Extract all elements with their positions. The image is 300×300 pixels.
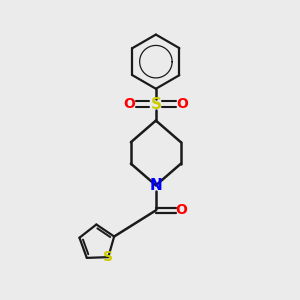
Text: N: N — [149, 178, 162, 193]
Text: S: S — [103, 250, 113, 264]
Text: O: O — [124, 98, 135, 111]
Text: O: O — [176, 98, 188, 111]
Text: O: O — [176, 203, 188, 218]
Text: S: S — [150, 97, 161, 112]
